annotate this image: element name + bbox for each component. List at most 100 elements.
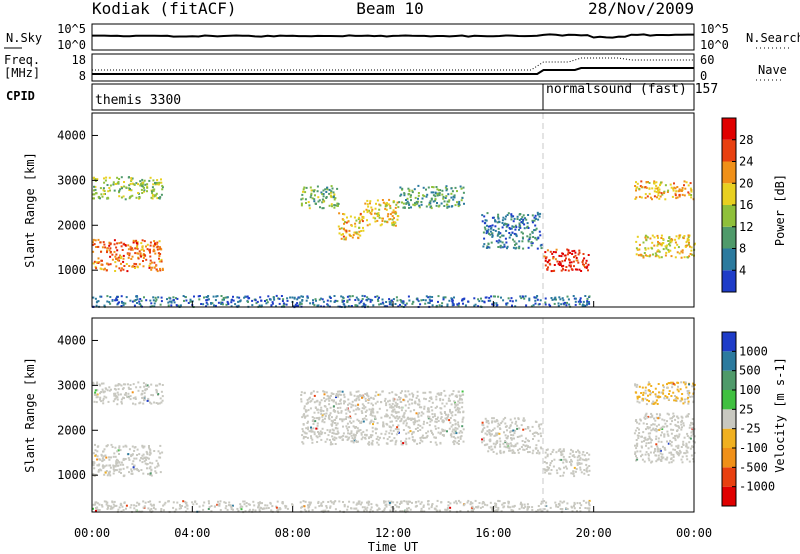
echo-cell bbox=[381, 301, 384, 304]
echo-cell bbox=[689, 187, 692, 190]
echo-cell bbox=[316, 422, 319, 425]
echo-cell bbox=[430, 198, 433, 201]
echo-cell bbox=[320, 305, 323, 308]
echo-cell bbox=[361, 436, 364, 439]
echo-cell bbox=[654, 393, 657, 396]
echo-cell bbox=[523, 419, 526, 422]
echo-cell bbox=[132, 383, 135, 386]
echo-cell bbox=[452, 428, 455, 431]
echo-cell bbox=[322, 410, 325, 412]
echo-cell bbox=[133, 446, 136, 449]
echo-cell bbox=[105, 396, 108, 399]
echo-cell bbox=[434, 420, 437, 423]
echo-cell bbox=[130, 179, 133, 181]
echo-cell bbox=[641, 435, 643, 438]
echo-cell bbox=[536, 298, 539, 301]
echo-cell bbox=[586, 301, 589, 304]
echo-cell bbox=[402, 442, 405, 445]
echo-cell bbox=[277, 297, 280, 300]
echo-cell bbox=[135, 386, 138, 389]
echo-cell bbox=[437, 205, 440, 208]
echo-cell bbox=[137, 192, 140, 194]
echo-cell bbox=[302, 500, 305, 503]
echo-cell bbox=[348, 402, 351, 405]
echo-cell bbox=[350, 430, 353, 433]
echo-cell bbox=[687, 236, 690, 239]
echo-cell bbox=[374, 428, 377, 431]
echo-cell bbox=[425, 295, 428, 298]
echo-cell bbox=[396, 398, 399, 401]
echo-cell bbox=[336, 187, 339, 190]
echo-cell bbox=[558, 458, 561, 461]
echo-cell bbox=[365, 415, 367, 417]
echo-cell bbox=[501, 226, 504, 229]
echo-cell bbox=[671, 238, 674, 241]
echo-cell bbox=[515, 242, 518, 245]
echo-cell bbox=[399, 401, 402, 403]
echo-cell bbox=[691, 430, 694, 433]
echo-cell bbox=[203, 501, 206, 504]
nave-trace bbox=[92, 57, 694, 71]
echo-cell bbox=[679, 451, 682, 454]
echo-cell bbox=[690, 434, 693, 437]
echo-cell bbox=[94, 449, 97, 452]
echo-cell bbox=[549, 506, 552, 509]
echo-cell bbox=[154, 243, 157, 246]
echo-cell bbox=[94, 239, 97, 242]
echo-cell bbox=[329, 443, 332, 446]
echo-cell bbox=[687, 393, 690, 396]
echo-cell bbox=[392, 399, 395, 402]
echo-cell bbox=[537, 433, 540, 436]
echo-cell bbox=[105, 262, 108, 265]
echo-cell bbox=[462, 440, 465, 443]
echo-cell bbox=[258, 510, 261, 513]
echo-cell bbox=[657, 423, 660, 426]
echo-cell bbox=[565, 257, 567, 260]
echo-cell bbox=[301, 434, 304, 437]
echo-cell bbox=[411, 431, 414, 434]
echo-cell bbox=[445, 203, 448, 206]
echo-cell bbox=[116, 396, 119, 399]
echo-cell bbox=[430, 419, 433, 422]
echo-cell bbox=[557, 302, 560, 305]
echo-cell bbox=[359, 421, 362, 424]
echo-cell bbox=[447, 413, 450, 416]
echo-cell bbox=[408, 393, 411, 396]
echo-cell bbox=[463, 202, 465, 205]
echo-cell bbox=[457, 423, 460, 426]
echo-cell bbox=[535, 227, 538, 230]
echo-cell bbox=[175, 304, 178, 307]
echo-cell bbox=[369, 434, 372, 437]
echo-cell bbox=[155, 389, 158, 392]
echo-cell bbox=[513, 432, 516, 435]
echo-cell bbox=[129, 506, 132, 509]
echo-cell bbox=[117, 180, 120, 183]
echo-cell bbox=[501, 503, 504, 506]
echo-cell bbox=[451, 205, 454, 208]
echo-cell bbox=[673, 383, 676, 386]
echo-cell bbox=[517, 449, 519, 452]
y-tick-label: 3000 bbox=[57, 378, 86, 392]
echo-cell bbox=[355, 408, 358, 411]
echo-cell bbox=[576, 463, 579, 466]
echo-cell bbox=[677, 390, 680, 393]
echo-cell bbox=[319, 206, 321, 209]
echo-cell bbox=[504, 218, 507, 221]
echo-cell bbox=[336, 202, 339, 205]
echo-cell bbox=[93, 475, 96, 477]
echo-cell bbox=[428, 410, 431, 413]
echo-cell bbox=[460, 187, 463, 190]
echo-cell bbox=[131, 454, 134, 457]
echo-cell bbox=[152, 394, 154, 397]
echo-cell bbox=[430, 191, 433, 194]
echo-cell bbox=[454, 409, 457, 412]
echo-cell bbox=[519, 226, 522, 229]
echo-cell bbox=[120, 186, 123, 188]
echo-cell bbox=[138, 250, 141, 253]
echo-cell bbox=[178, 507, 181, 510]
echo-cell bbox=[331, 187, 334, 190]
echo-cell bbox=[403, 416, 406, 419]
echo-cell bbox=[320, 413, 323, 415]
echo-cell bbox=[500, 422, 503, 425]
echo-cell bbox=[170, 301, 173, 304]
